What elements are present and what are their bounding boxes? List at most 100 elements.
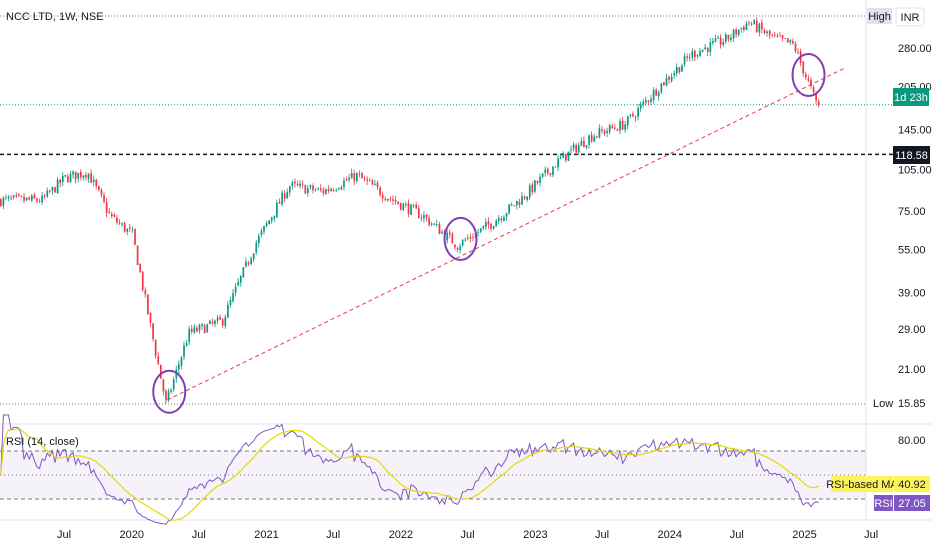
- candle-body: [469, 236, 472, 239]
- candle-body: [699, 50, 701, 57]
- candle-body: [206, 324, 209, 333]
- candle-body: [691, 51, 694, 58]
- candle-body: [157, 355, 160, 365]
- candle-body: [451, 234, 454, 244]
- candle-body: [170, 389, 172, 392]
- candle-body: [317, 188, 320, 190]
- candle-body: [183, 345, 185, 357]
- candle-body: [492, 226, 495, 229]
- candle-body: [709, 42, 712, 53]
- candle-body: [503, 217, 505, 222]
- price-tick-label: 55.00: [898, 245, 926, 257]
- rsi-line: [0, 414, 819, 525]
- candle-body: [309, 185, 312, 188]
- candle-body: [601, 129, 603, 131]
- candle-body: [20, 196, 23, 197]
- candle-body: [683, 56, 686, 65]
- candle-body: [56, 179, 59, 194]
- candle-body: [577, 145, 580, 153]
- currency-badge[interactable]: INR: [895, 7, 925, 27]
- candle-body: [288, 186, 291, 193]
- candle-body: [792, 41, 794, 44]
- drawings: [152, 52, 846, 414]
- candle-body: [466, 237, 469, 239]
- candle-body: [712, 41, 714, 44]
- candle-body: [38, 201, 41, 203]
- candle-body: [567, 151, 570, 161]
- highlight-circle[interactable]: [152, 369, 187, 414]
- candle-body: [534, 180, 536, 192]
- candle-body: [90, 173, 92, 183]
- candle-body: [67, 176, 69, 183]
- highlight-circle[interactable]: [443, 216, 478, 261]
- rsi-ma-badge: RSI-based MA 40.92: [826, 476, 930, 492]
- candle-body: [221, 319, 224, 326]
- candle-body: [454, 244, 456, 248]
- candle-body: [286, 191, 289, 199]
- candle-body: [583, 140, 585, 147]
- candle-body: [565, 153, 567, 161]
- candle-body: [273, 215, 276, 219]
- candle-body: [237, 281, 240, 286]
- candle-body: [598, 128, 601, 138]
- candle-body: [611, 126, 614, 128]
- candle-body: [673, 73, 676, 76]
- candle-body: [345, 179, 348, 181]
- candle-body: [817, 101, 820, 105]
- candle-body: [296, 183, 299, 186]
- time-tick-label: Jul: [595, 529, 609, 541]
- candle-body: [588, 135, 590, 145]
- time-axis[interactable]: Jul 2020 Jul 2021 Jul 2022 Jul 2023 Jul 2024 Jul 20…: [57, 529, 878, 541]
- candle-body: [193, 327, 196, 333]
- candle-body: [59, 179, 62, 184]
- candle-body: [126, 228, 129, 232]
- candle-body: [10, 197, 13, 199]
- candle-body: [394, 200, 397, 202]
- candle-body: [312, 185, 314, 191]
- candle-body: [415, 205, 418, 209]
- rsi-ma-label: RSI-based MA: [826, 479, 898, 491]
- price-tick-label: 145.00: [898, 124, 932, 136]
- candle-body: [307, 188, 309, 193]
- candle-body: [531, 184, 534, 193]
- candle-body: [319, 188, 322, 190]
- candle-body: [438, 224, 441, 235]
- candle-body: [570, 149, 572, 151]
- candle-body: [327, 188, 330, 191]
- candle-body: [645, 100, 647, 103]
- candle-body: [245, 261, 247, 267]
- candle-body: [768, 30, 771, 36]
- candle-body: [802, 61, 805, 74]
- candle-body: [737, 29, 740, 36]
- candle-body: [103, 195, 105, 202]
- candle-body: [624, 124, 627, 130]
- candle-body: [85, 175, 87, 178]
- rsi-badge: RSI 27.05: [874, 495, 930, 511]
- candle-body: [258, 235, 260, 244]
- candle-body: [402, 203, 405, 211]
- candle-body: [105, 202, 108, 213]
- candle-body: [518, 201, 521, 205]
- candle-body: [356, 173, 358, 182]
- candle-body: [7, 196, 10, 198]
- candle-body: [572, 144, 575, 149]
- rsi-title: RSI (14, close): [6, 436, 79, 448]
- candle-body: [371, 180, 374, 185]
- current-price-badge: 1d 23h: [893, 88, 929, 106]
- time-tick-label: 2024: [658, 529, 682, 541]
- candle-body: [642, 101, 645, 105]
- candle-body: [92, 179, 95, 183]
- highlight-circle[interactable]: [791, 52, 826, 97]
- candle-body: [188, 328, 191, 343]
- candle-body: [95, 179, 98, 187]
- candle-body: [129, 227, 131, 230]
- candle-body: [766, 31, 768, 34]
- countdown-label: 1d 23h: [894, 92, 928, 104]
- time-tick-label: Jul: [461, 529, 475, 541]
- candle-body: [495, 220, 498, 227]
- candle-body: [159, 364, 162, 379]
- candle-body: [670, 76, 673, 81]
- candle-body: [528, 185, 531, 198]
- candle-body: [500, 218, 503, 221]
- candle-body: [781, 35, 784, 39]
